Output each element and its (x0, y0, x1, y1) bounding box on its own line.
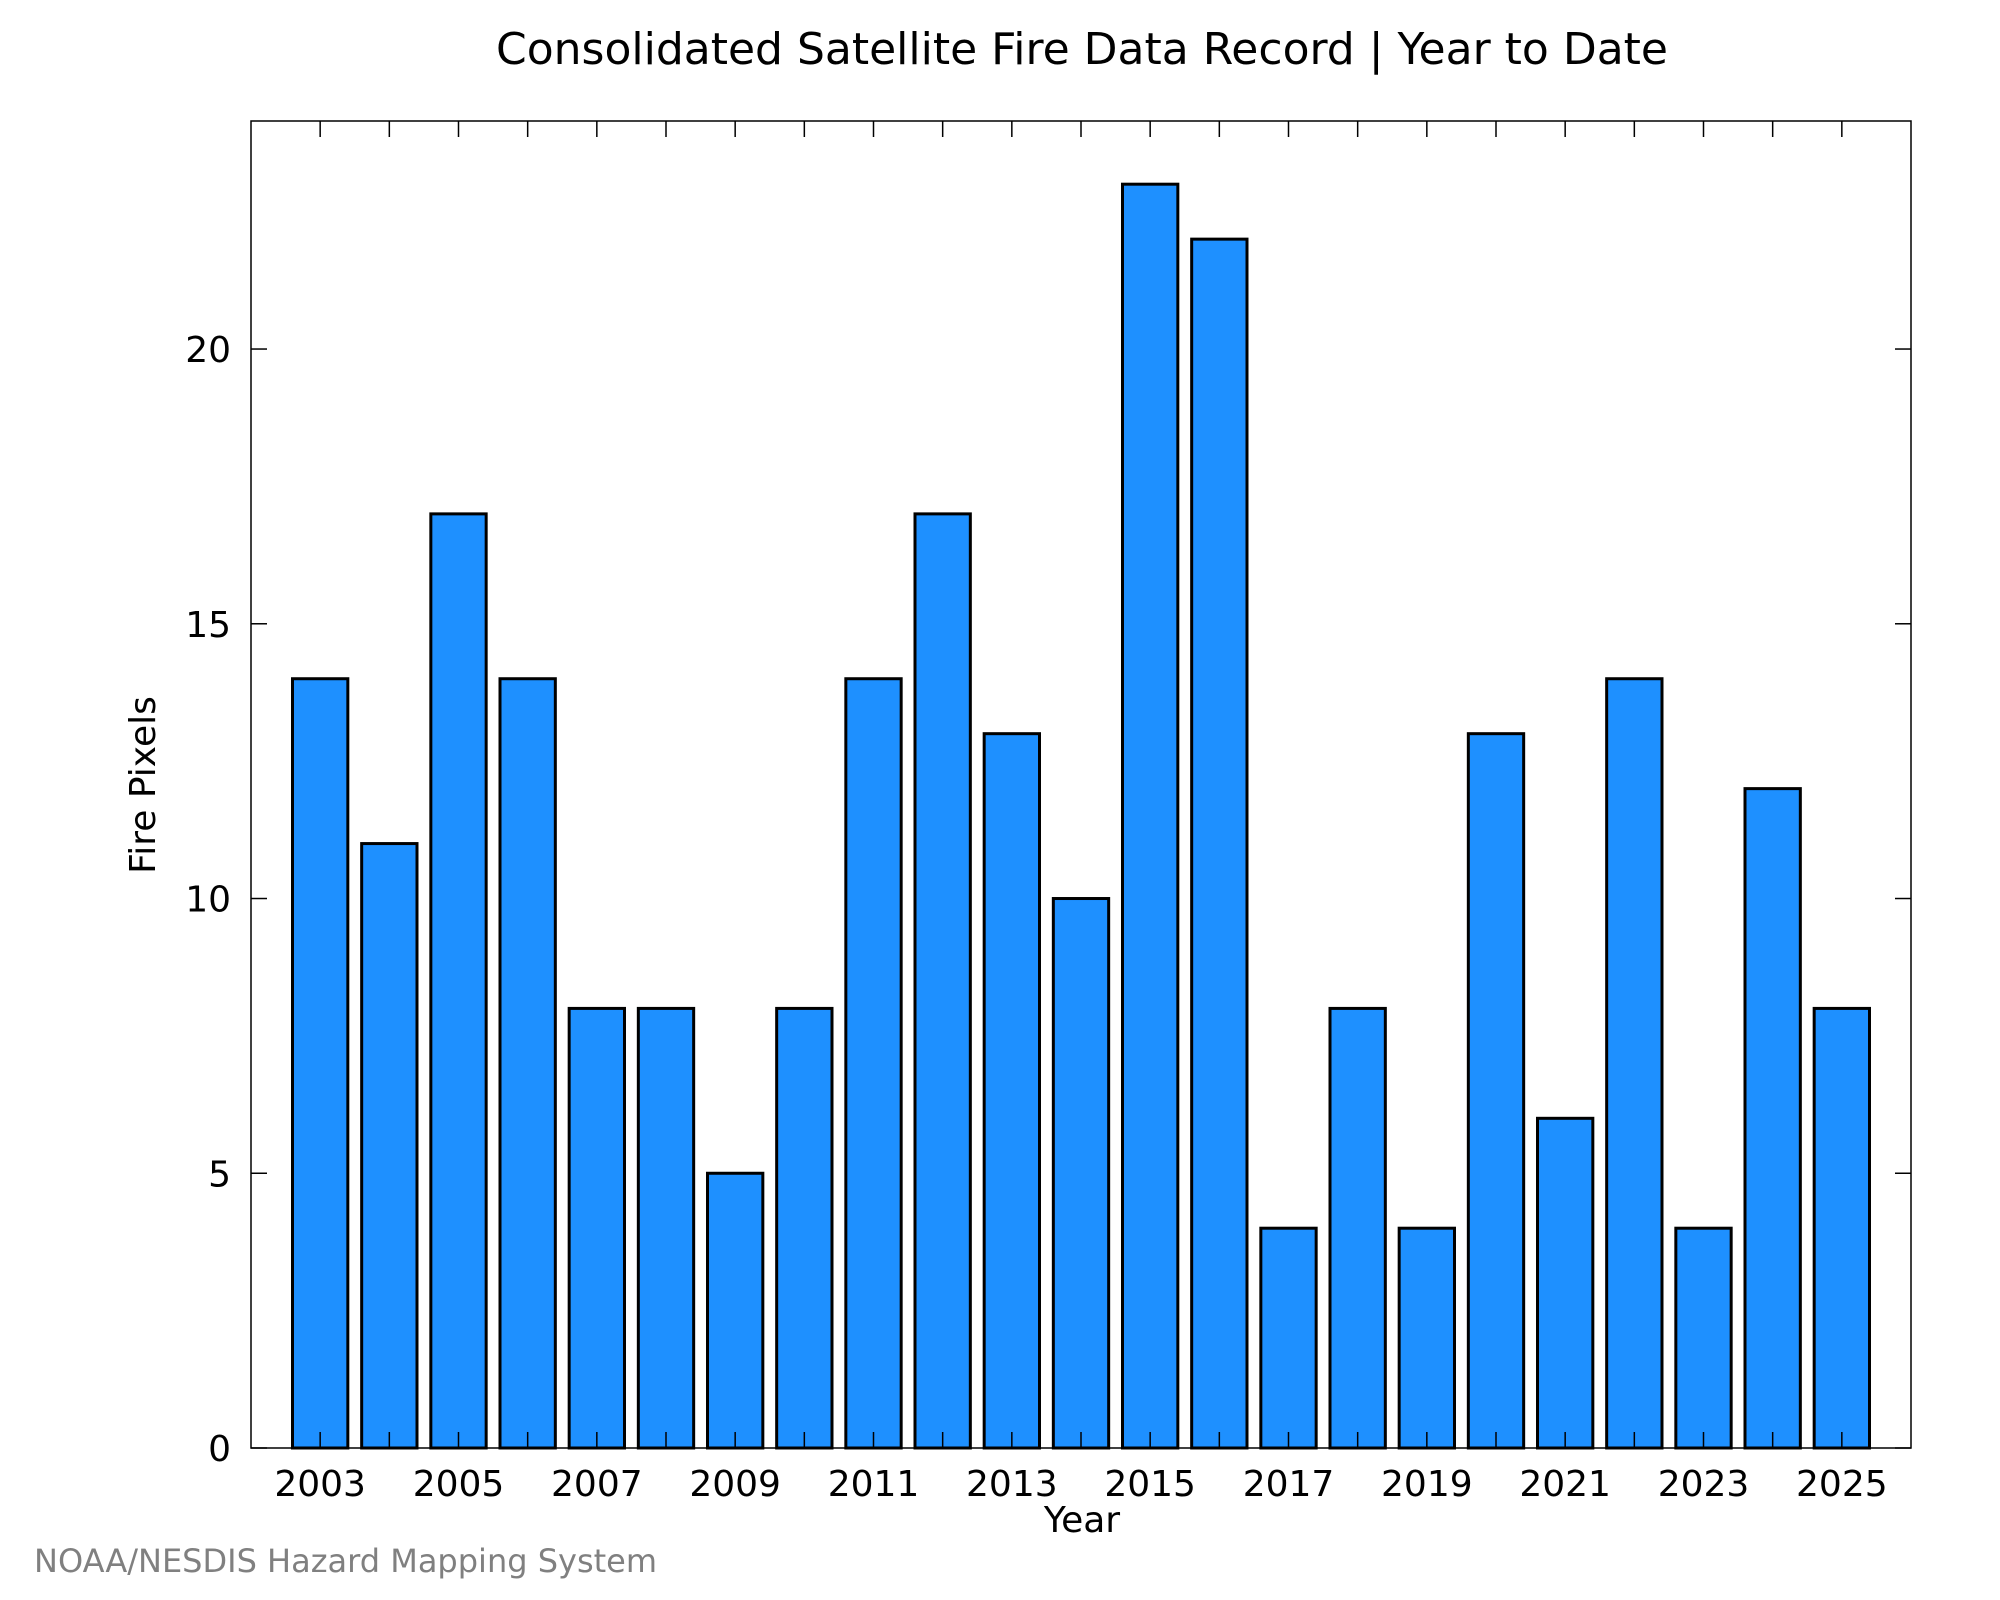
bar-2005 (429, 512, 488, 1450)
x-tick-label-2009: 2009 (689, 1464, 781, 1505)
x-tick-label-2011: 2011 (828, 1464, 920, 1505)
bar-2021 (1536, 1116, 1595, 1450)
bar-2025 (1812, 1006, 1871, 1450)
bar-2014 (1051, 897, 1111, 1450)
x-tick-labels: 2003 2005 2007 2009 2011 2013 2015 2017 2019 2021… (274, 1464, 1887, 1505)
x-axis-label: Year (1043, 1500, 1120, 1541)
y-tick-label-15: 15 (185, 605, 231, 646)
chart-title: Consolidated Satellite Fire Data Record … (496, 24, 1668, 75)
bar-2008 (636, 1006, 696, 1450)
y-tick-label-5: 5 (208, 1154, 231, 1195)
y-tick-label-20: 20 (185, 330, 231, 371)
bars-group (291, 182, 1871, 1450)
bar-2006 (498, 677, 557, 1450)
x-tick-label-2021: 2021 (1519, 1464, 1611, 1505)
x-tick-label-2025: 2025 (1796, 1464, 1888, 1505)
bar-2007 (567, 1006, 627, 1450)
bar-2022 (1605, 677, 1664, 1450)
bar-2015 (1121, 182, 1180, 1450)
bar-2017 (1259, 1226, 1318, 1450)
bar-2023 (1674, 1226, 1733, 1450)
bar-2016 (1190, 237, 1249, 1450)
bar-2003 (291, 677, 350, 1450)
x-tick-label-2007: 2007 (551, 1464, 643, 1505)
source-credit: NOAA/NESDIS Hazard Mapping System (34, 1542, 657, 1580)
y-axis-label: Fire Pixels (123, 696, 164, 874)
bar-2013 (982, 732, 1042, 1450)
bar-2018 (1328, 1006, 1387, 1450)
x-tick-label-2017: 2017 (1243, 1464, 1335, 1505)
ticks-group (251, 121, 1911, 1449)
y-tick-labels: 0 5 10 15 20 (185, 330, 231, 1470)
bar-2009 (706, 1171, 765, 1450)
bar-2024 (1743, 787, 1802, 1450)
x-tick-label-2013: 2013 (966, 1464, 1058, 1505)
y-tick-label-10: 10 (185, 880, 231, 921)
x-tick-label-2005: 2005 (413, 1464, 505, 1505)
x-tick-label-2019: 2019 (1381, 1464, 1473, 1505)
x-tick-label-2003: 2003 (274, 1464, 366, 1505)
x-tick-label-2023: 2023 (1658, 1464, 1750, 1505)
y-tick-label-0: 0 (208, 1429, 231, 1470)
x-tick-label-2015: 2015 (1104, 1464, 1196, 1505)
bar-2012 (913, 512, 972, 1450)
bar-2019 (1397, 1226, 1456, 1450)
bar-2011 (844, 677, 903, 1450)
bar-2010 (775, 1006, 834, 1450)
bar-2004 (360, 842, 419, 1450)
bar-2020 (1466, 732, 1526, 1450)
